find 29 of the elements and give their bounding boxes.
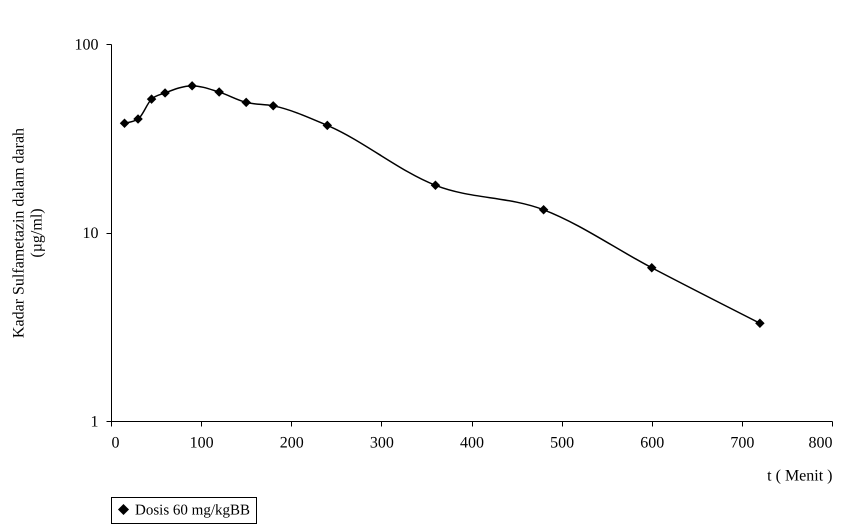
y-tick-label: 10 bbox=[82, 225, 98, 242]
x-tick-label: 0 bbox=[112, 434, 120, 452]
x-tick-label: 400 bbox=[460, 434, 484, 452]
point bbox=[755, 318, 765, 328]
legend-label: Dosis 60 mg/kgBB bbox=[135, 502, 250, 518]
point bbox=[120, 118, 130, 128]
x-tick-label: 800 bbox=[808, 434, 832, 452]
text: Kadar Sulfametazin dalam darah bbox=[10, 128, 28, 338]
x-tick-label: 600 bbox=[640, 434, 664, 452]
text: (µg/ml) bbox=[28, 208, 46, 258]
x-tick-label: 100 bbox=[190, 434, 214, 452]
point bbox=[322, 120, 332, 130]
y-tick-label: 100 bbox=[74, 36, 98, 54]
point bbox=[430, 180, 440, 190]
point bbox=[538, 205, 548, 215]
point bbox=[647, 263, 656, 273]
point bbox=[241, 98, 251, 108]
x-tick-label: 700 bbox=[730, 434, 754, 452]
y-tick-label: 1 bbox=[90, 414, 98, 430]
point bbox=[268, 101, 278, 111]
point bbox=[187, 81, 197, 91]
x-tick-label: 300 bbox=[370, 434, 394, 452]
point bbox=[160, 88, 170, 98]
x-tick-label: 200 bbox=[280, 434, 304, 452]
x-tick-label: 500 bbox=[550, 434, 574, 452]
point bbox=[214, 87, 224, 97]
x-axis-title: t ( Menit ) bbox=[767, 468, 832, 484]
point bbox=[146, 94, 156, 104]
point bbox=[133, 114, 143, 124]
